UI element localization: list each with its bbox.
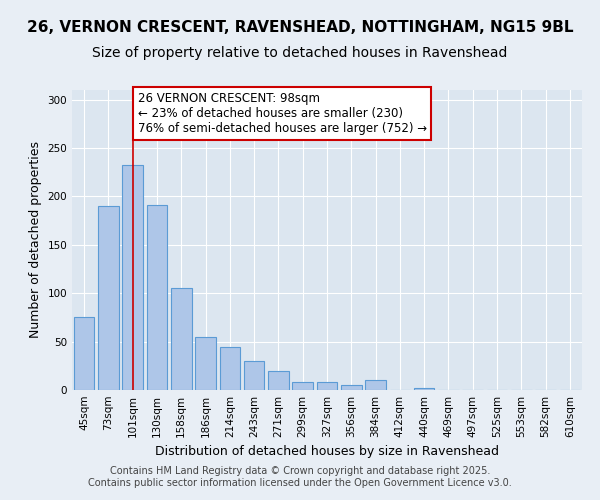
Text: 26 VERNON CRESCENT: 98sqm
← 23% of detached houses are smaller (230)
76% of semi: 26 VERNON CRESCENT: 98sqm ← 23% of detac… [137,92,427,135]
Bar [414,388,434,390]
Text: Size of property relative to detached houses in Ravenshead: Size of property relative to detached ho… [92,46,508,60]
X-axis label: Distribution of detached houses by size in Ravenshead: Distribution of detached houses by size … [155,446,499,458]
Bar [317,382,337,390]
Text: Contains HM Land Registry data © Crown copyright and database right 2025.
Contai: Contains HM Land Registry data © Crown c… [88,466,512,487]
Bar [365,380,386,390]
Bar [98,206,119,390]
Bar [341,385,362,390]
Text: 26, VERNON CRESCENT, RAVENSHEAD, NOTTINGHAM, NG15 9BL: 26, VERNON CRESCENT, RAVENSHEAD, NOTTING… [27,20,573,35]
Bar [268,370,289,390]
Bar [220,348,240,390]
Bar [74,318,94,390]
Bar [195,337,216,390]
Bar [244,361,265,390]
Bar [146,205,167,390]
Bar [171,288,191,390]
Bar [122,164,143,390]
Y-axis label: Number of detached properties: Number of detached properties [29,142,42,338]
Bar [292,382,313,390]
